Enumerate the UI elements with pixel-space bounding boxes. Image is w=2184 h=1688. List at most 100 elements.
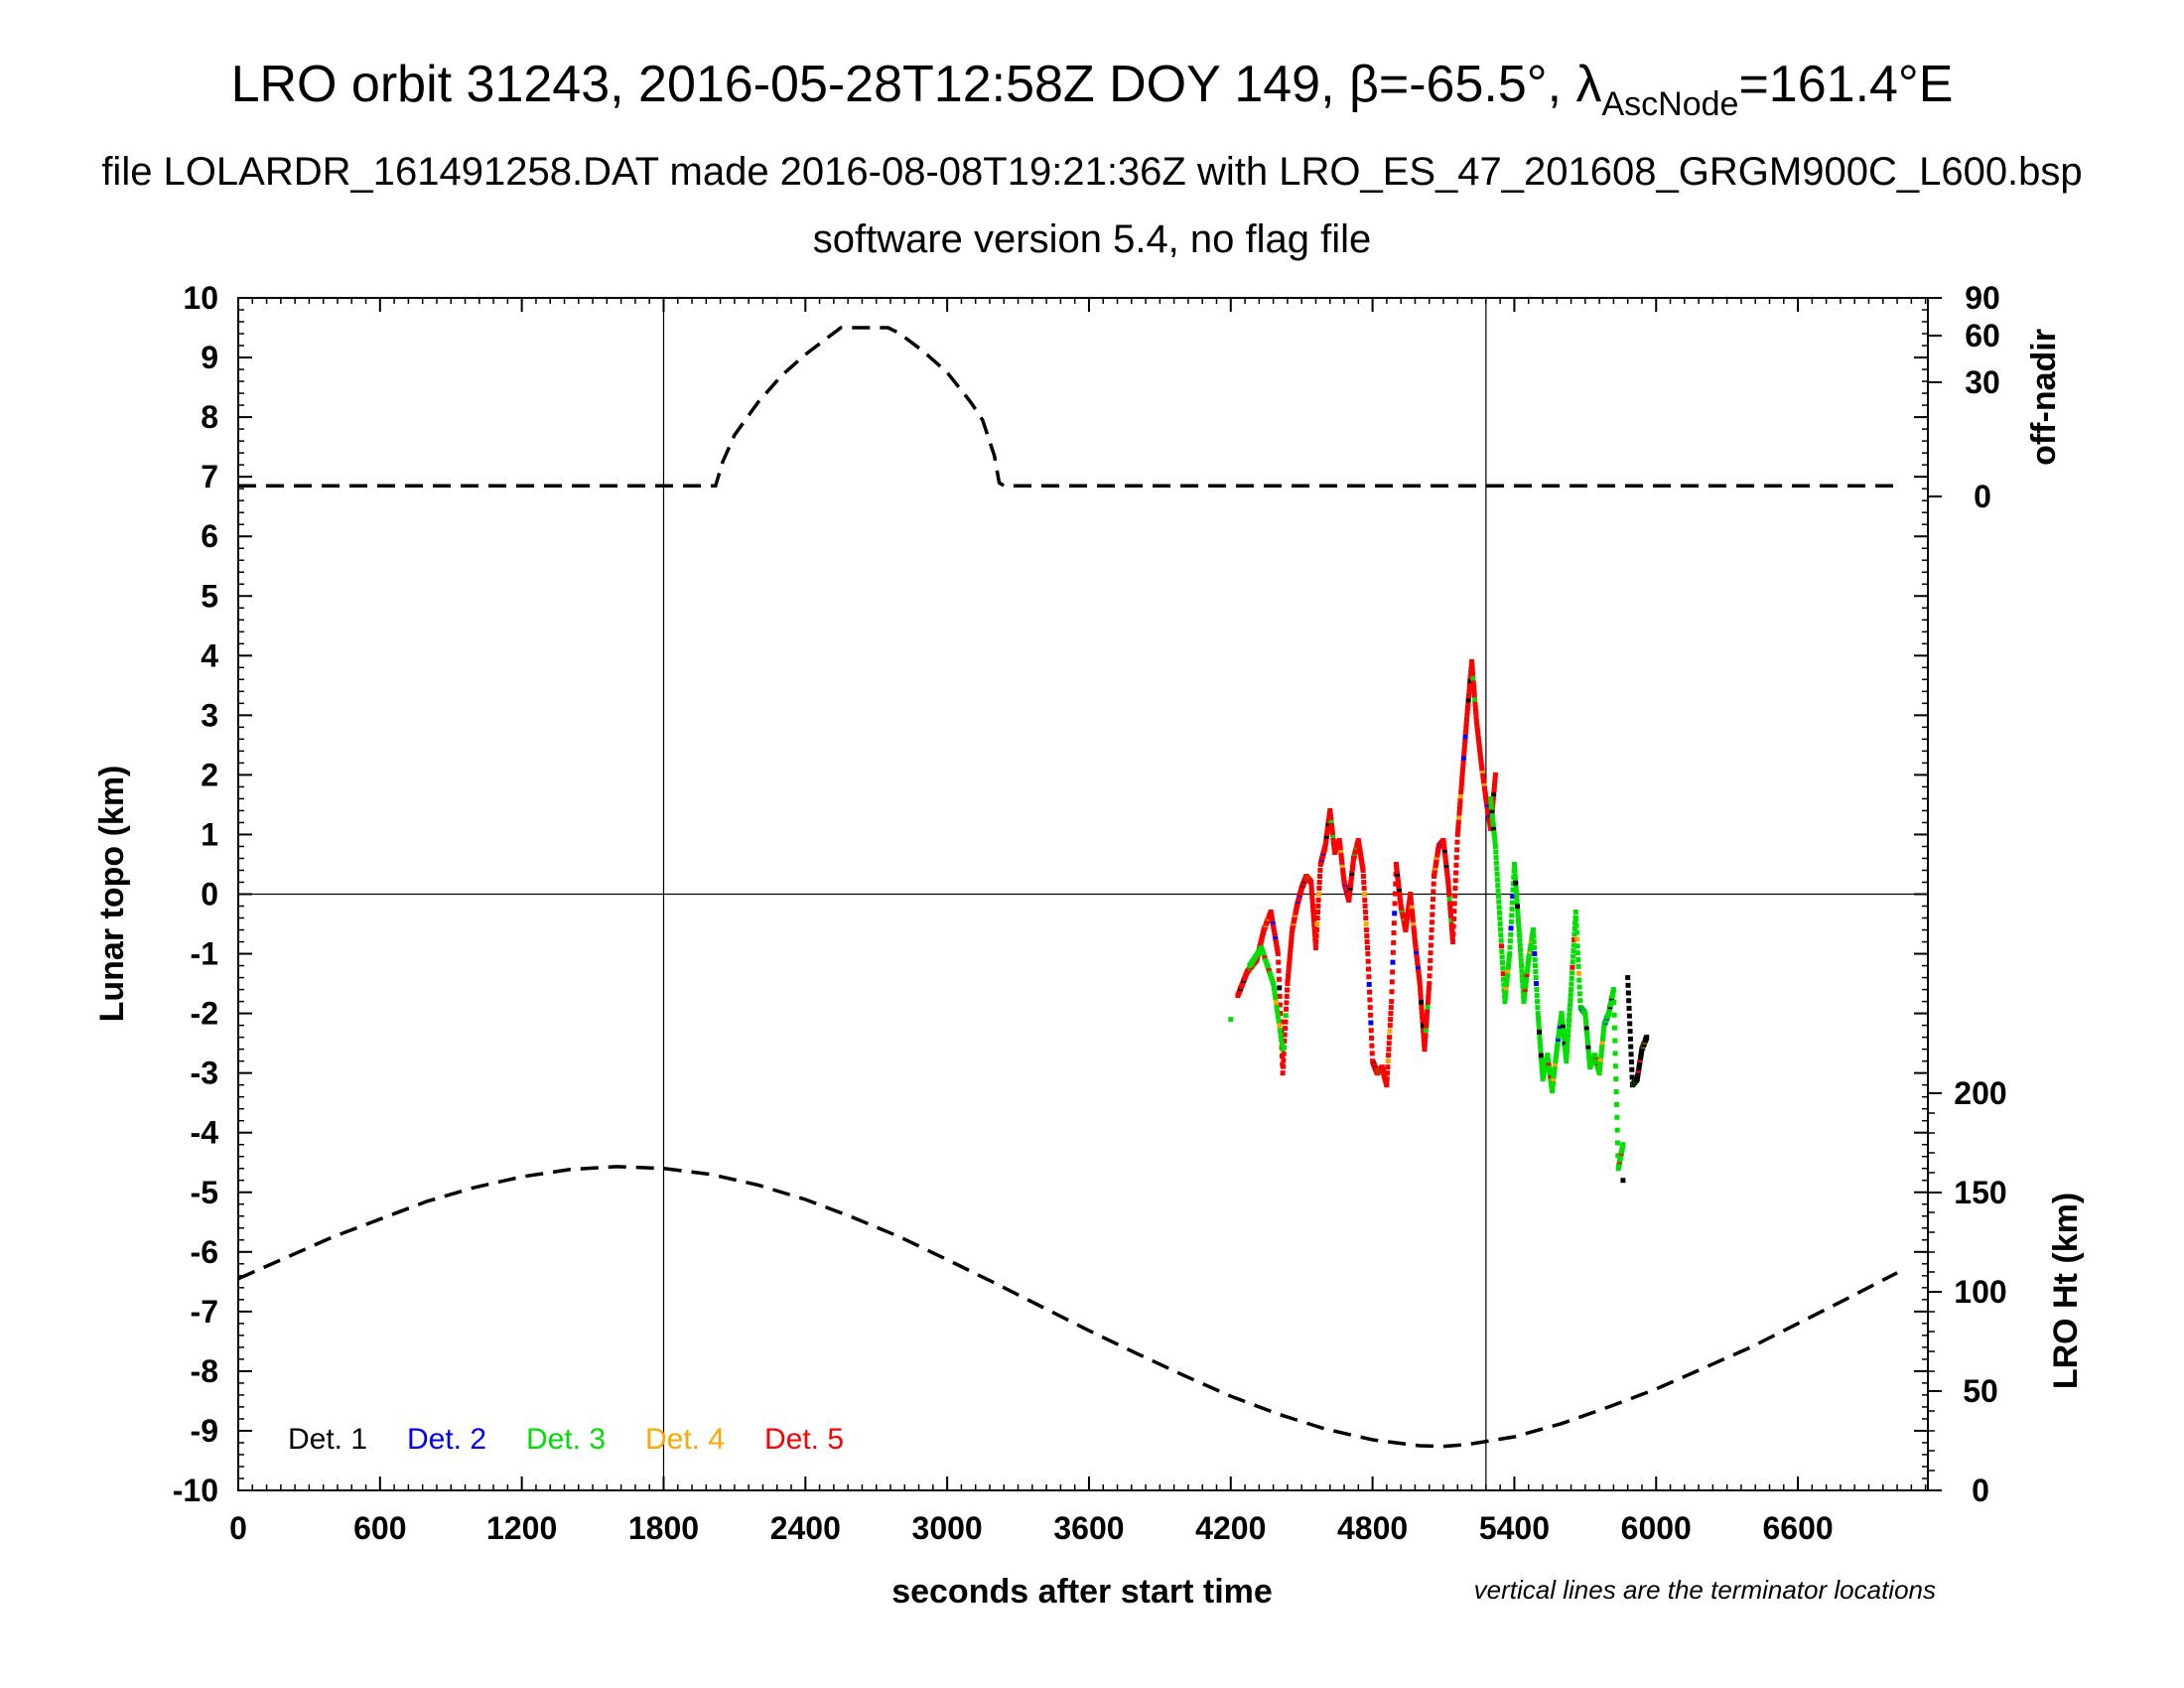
topo-point	[1275, 951, 1281, 957]
topo-point	[1284, 1006, 1290, 1012]
topo-point	[1393, 861, 1399, 867]
topo-point	[1408, 892, 1414, 897]
topo-point	[1423, 1032, 1429, 1038]
topo-point	[1535, 1005, 1541, 1011]
topo-point	[1613, 1076, 1619, 1082]
topo-point	[1459, 776, 1465, 782]
topo-point	[1282, 1032, 1288, 1038]
lro-height-curve	[237, 1165, 1898, 1449]
topo-point	[1289, 934, 1295, 940]
topo-point	[1367, 1005, 1373, 1011]
topo-point	[1461, 742, 1467, 748]
topo-point	[1267, 970, 1273, 976]
topo-point	[1600, 1029, 1606, 1035]
topo-point	[1568, 992, 1573, 998]
topo-point	[1475, 733, 1481, 739]
y-tick-label: 0	[201, 877, 218, 913]
topo-point	[1392, 901, 1398, 907]
topo-point	[1286, 965, 1292, 971]
topo-point	[1363, 915, 1369, 921]
y-tick-label: -8	[191, 1353, 218, 1389]
topo-point	[1392, 911, 1398, 916]
topo-point	[1451, 915, 1457, 921]
topo-point	[1626, 1005, 1632, 1011]
topo-point	[1420, 1018, 1426, 1024]
topo-point	[1476, 742, 1482, 748]
topo-point	[1419, 1009, 1425, 1015]
topo-point	[1530, 927, 1536, 933]
topo-point	[1584, 1030, 1590, 1036]
topo-point	[1612, 1063, 1618, 1069]
topo-point	[1274, 945, 1280, 951]
topo-point	[1441, 849, 1447, 855]
topo-point	[1329, 828, 1335, 834]
topo-point	[1419, 999, 1425, 1005]
topo-point	[1628, 1044, 1634, 1050]
topo-point	[1489, 806, 1495, 812]
topo-point	[1570, 970, 1575, 976]
topo-point	[1423, 1037, 1429, 1043]
y-tick-label: -3	[191, 1055, 218, 1091]
topo-point	[1284, 1000, 1290, 1006]
topo-point	[1545, 1053, 1551, 1058]
y-tick-label: 10	[183, 280, 218, 316]
topo-point	[1556, 1034, 1562, 1040]
x-tick-label: 4200	[1195, 1510, 1266, 1546]
topo-point	[1476, 745, 1482, 751]
topo-point	[1312, 945, 1318, 951]
topo-point	[1516, 922, 1522, 928]
topo-point	[1568, 997, 1573, 1003]
topo-point	[1596, 1070, 1602, 1076]
topo-point	[1570, 959, 1575, 965]
topo-point	[1346, 898, 1352, 904]
topo-point	[1347, 882, 1353, 888]
topo-point	[1427, 973, 1433, 979]
topo-point	[1489, 809, 1495, 815]
topo-point	[1310, 908, 1316, 914]
topo-point	[1366, 981, 1372, 987]
topo-point	[1341, 876, 1347, 882]
topo-point	[1508, 918, 1514, 924]
topo-point	[1493, 860, 1499, 866]
topo-point	[1521, 999, 1527, 1005]
topo-point	[1518, 957, 1524, 963]
topo-point	[1287, 957, 1293, 963]
topo-point	[1550, 1085, 1556, 1091]
topo-point	[1440, 837, 1446, 843]
y-tick-label: 4	[201, 637, 218, 673]
topo-point	[1446, 892, 1452, 898]
topo-point	[1417, 975, 1423, 981]
topo-point	[1368, 1028, 1374, 1034]
topo-point	[1553, 1055, 1559, 1061]
topo-point	[1492, 840, 1498, 846]
topo-point	[1385, 1070, 1391, 1076]
topo-point	[1565, 1033, 1570, 1039]
topo-point	[1322, 843, 1328, 849]
topo-point	[1620, 1178, 1626, 1184]
topo-point	[1557, 1023, 1563, 1029]
topo-point	[1282, 1038, 1288, 1044]
topo-point	[1548, 1075, 1554, 1081]
topo-point	[1611, 1012, 1617, 1018]
y-tick-label: 1	[201, 816, 218, 852]
topo-point	[1260, 950, 1266, 956]
model-curves	[237, 326, 1898, 1449]
topo-point	[1501, 982, 1507, 988]
topo-point	[1386, 1053, 1392, 1058]
topo-point	[1287, 961, 1293, 967]
topo-point	[1507, 938, 1513, 944]
topo-point	[1396, 888, 1402, 894]
topo-point	[1405, 910, 1411, 915]
topo-point	[1575, 963, 1581, 969]
topo-point	[1539, 1057, 1545, 1063]
topo-point	[1328, 816, 1334, 822]
topo-point	[1412, 932, 1418, 938]
topo-point	[1403, 924, 1409, 930]
topo-point	[1500, 965, 1506, 971]
topo-point	[1614, 1114, 1620, 1120]
topo-point	[1629, 1074, 1635, 1080]
topo-point	[1273, 995, 1279, 1001]
topo-point	[1418, 990, 1424, 996]
y-tick-label: -2	[191, 996, 218, 1032]
